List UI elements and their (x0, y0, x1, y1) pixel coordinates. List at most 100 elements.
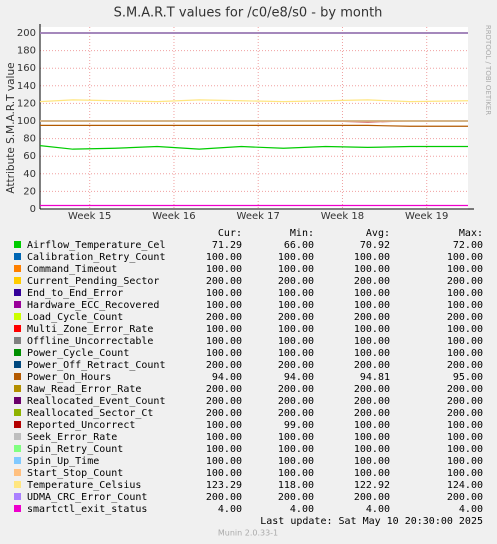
legend-label: Seek_Error_Rate (27, 432, 117, 443)
legend-swatch (14, 505, 21, 512)
legend-stat: 100.00 (278, 252, 314, 263)
legend-stat: 100.00 (354, 432, 390, 443)
footer: Munin 2.0.33-1 (218, 529, 278, 538)
legend-stat: 200.00 (447, 360, 483, 371)
legend-swatch (14, 385, 21, 392)
legend-stat: 200.00 (206, 396, 242, 407)
last-update: Last update: Sat May 10 20:30:00 2025 (260, 516, 483, 527)
legend-stat: 100.00 (278, 288, 314, 299)
series-line (40, 124, 468, 127)
legend-stat: 100.00 (447, 456, 483, 467)
legend-label: Spin_Up_Time (27, 456, 99, 467)
x-tick-label: Week 19 (405, 211, 448, 222)
legend-label: End_to_End_Error (27, 288, 123, 299)
legend-swatch (14, 373, 21, 380)
legend-swatch (14, 265, 21, 272)
legend-stat: 100.00 (278, 456, 314, 467)
legend-stat: 100.00 (447, 288, 483, 299)
legend-swatch (14, 469, 21, 476)
legend-stat: 72.00 (453, 240, 483, 251)
legend-stat: 100.00 (354, 264, 390, 275)
series-line (39, 99, 469, 103)
legend-stat: 200.00 (354, 360, 390, 371)
legend-stat: 100.00 (447, 336, 483, 347)
legend-stat: 70.92 (360, 240, 390, 251)
legend-stat: 200.00 (278, 396, 314, 407)
legend-stat: 122.92 (354, 480, 390, 491)
legend-stat: 99.00 (284, 420, 314, 431)
legend-stat: 200.00 (354, 384, 390, 395)
legend-stat: 100.00 (447, 432, 483, 443)
legend-stat: 200.00 (206, 384, 242, 395)
legend-swatch (14, 457, 21, 464)
legend-swatch (14, 493, 21, 500)
legend-stat: 94.00 (212, 372, 242, 383)
legend-swatch (14, 445, 21, 452)
legend-header: Max: (459, 228, 483, 239)
legend-stat: 200.00 (206, 408, 242, 419)
legend-label: Load_Cycle_Count (27, 312, 123, 323)
legend-swatch (14, 253, 21, 260)
legend-stat: 123.29 (206, 480, 242, 491)
legend-stat: 100.00 (354, 468, 390, 479)
legend-stat: 100.00 (206, 468, 242, 479)
legend-stat: 100.00 (354, 288, 390, 299)
legend-stat: 200.00 (278, 312, 314, 323)
legend-stat: 200.00 (354, 396, 390, 407)
legend-stat: 100.00 (447, 444, 483, 455)
legend-stat: 124.00 (447, 480, 483, 491)
y-tick-label: 180 (17, 46, 36, 57)
legend-stat: 200.00 (278, 408, 314, 419)
legend-label: Airflow_Temperature_Cel (27, 240, 165, 251)
legend-stat: 200.00 (447, 312, 483, 323)
legend-stat: 200.00 (206, 312, 242, 323)
legend-stat: 100.00 (206, 252, 242, 263)
legend-stat: 100.00 (206, 348, 242, 359)
legend-label: UDMA_CRC_Error_Count (27, 492, 147, 503)
legend-swatch (14, 301, 21, 308)
legend-label: Reported_Uncorrect (27, 420, 135, 431)
legend-stat: 200.00 (278, 276, 314, 287)
legend-stat: 100.00 (206, 432, 242, 443)
legend-stat: 100.00 (354, 324, 390, 335)
legend-label: Power_Off_Retract_Count (27, 360, 165, 371)
y-tick-label: 160 (17, 63, 36, 74)
legend-stat: 100.00 (354, 300, 390, 311)
legend-label: Calibration_Retry_Count (27, 252, 165, 263)
legend-stat: 200.00 (447, 384, 483, 395)
legend-stat: 200.00 (278, 360, 314, 371)
legend-label: Current_Pending_Sector (27, 276, 159, 287)
legend-stat: 4.00 (366, 504, 390, 515)
legend-label: Spin_Retry_Count (27, 444, 123, 455)
legend-stat: 200.00 (354, 492, 390, 503)
legend-stat: 100.00 (447, 264, 483, 275)
chart-title: S.M.A.R.T values for /c0/e8/s0 - by mont… (114, 6, 383, 21)
legend-stat: 200.00 (354, 408, 390, 419)
y-tick-label: 120 (17, 98, 36, 109)
legend-stat: 100.00 (278, 336, 314, 347)
legend-stat: 100.00 (206, 288, 242, 299)
legend-swatch (14, 289, 21, 296)
legend-stat: 94.81 (360, 372, 390, 383)
legend-stat: 100.00 (447, 420, 483, 431)
legend-label: Multi_Zone_Error_Rate (27, 324, 153, 335)
y-tick-label: 20 (23, 186, 36, 197)
x-tick-label: Week 15 (68, 211, 111, 222)
legend-stat: 71.29 (212, 240, 242, 251)
legend-stat: 100.00 (354, 336, 390, 347)
legend-swatch (14, 313, 21, 320)
legend-stat: 200.00 (447, 492, 483, 503)
legend-label: Offline_Uncorrectable (27, 336, 153, 347)
legend-swatch (14, 241, 21, 248)
legend-swatch (14, 421, 21, 428)
legend-label: Start_Stop_Count (27, 468, 123, 479)
legend-stat: 100.00 (354, 420, 390, 431)
legend-stat: 100.00 (354, 456, 390, 467)
legend-stat: 100.00 (447, 348, 483, 359)
legend-stat: 100.00 (447, 468, 483, 479)
legend-stat: 118.00 (278, 480, 314, 491)
side-text: RRDTOOL / TOBI OETIKER (484, 25, 492, 115)
legend-label: smartctl_exit_status (27, 504, 147, 515)
legend-swatch (14, 277, 21, 284)
legend-stat: 100.00 (278, 264, 314, 275)
